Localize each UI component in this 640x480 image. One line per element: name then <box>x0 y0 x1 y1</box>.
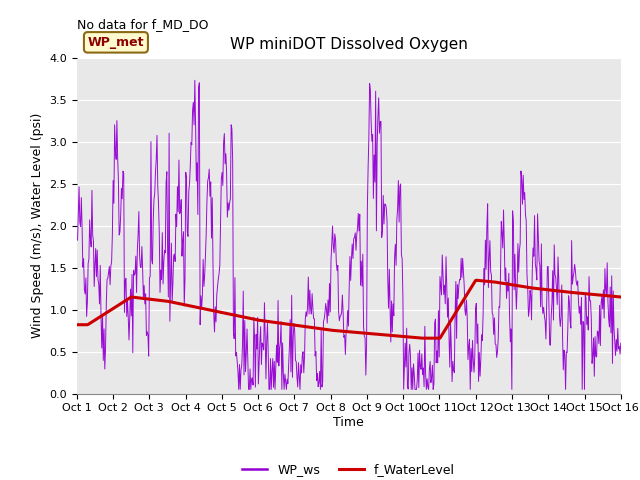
Legend: WP_ws, f_WaterLevel: WP_ws, f_WaterLevel <box>237 458 460 480</box>
X-axis label: Time: Time <box>333 416 364 429</box>
WP_ws <box>195 84 202 90</box>
Title: WP miniDOT Dissolved Oxygen: WP miniDOT Dissolved Oxygen <box>230 37 468 52</box>
f_WaterLevel <box>83 322 90 327</box>
WP_ws <box>235 386 243 392</box>
WP_ws <box>191 77 198 83</box>
f_WaterLevel <box>617 294 625 300</box>
Text: No data for f_MD_DO: No data for f_MD_DO <box>77 18 208 31</box>
WP_ws <box>139 266 147 272</box>
f_WaterLevel <box>223 311 230 316</box>
f_WaterLevel <box>415 335 422 341</box>
Text: WP_met: WP_met <box>88 36 144 49</box>
f_WaterLevel <box>194 305 202 311</box>
WP_ws <box>417 364 424 370</box>
f_WaterLevel <box>139 296 147 301</box>
WP_ws <box>617 340 625 346</box>
f_WaterLevel <box>436 336 444 341</box>
Line: f_WaterLevel: f_WaterLevel <box>77 280 621 338</box>
WP_ws <box>433 360 440 366</box>
WP_ws <box>83 313 90 319</box>
f_WaterLevel <box>472 277 480 283</box>
WP_ws <box>73 238 81 243</box>
Y-axis label: Wind Speed (m/s), Water Level (psi): Wind Speed (m/s), Water Level (psi) <box>31 113 44 338</box>
Line: WP_ws: WP_ws <box>77 80 621 389</box>
WP_ws <box>223 214 231 220</box>
f_WaterLevel <box>73 322 81 327</box>
f_WaterLevel <box>431 335 438 341</box>
